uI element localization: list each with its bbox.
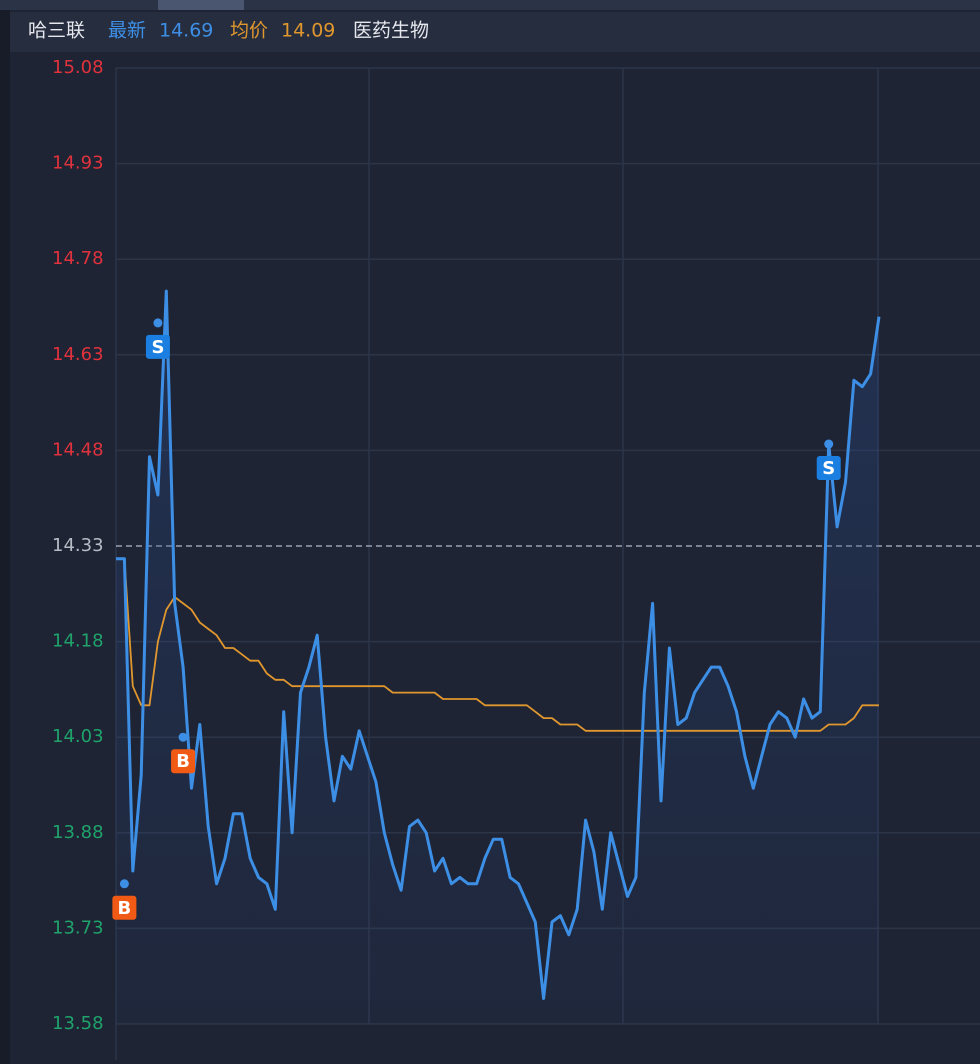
y-tick-label: 13.73 <box>52 917 104 938</box>
trade-dot <box>824 439 834 449</box>
trade-badge <box>816 456 841 481</box>
trade-dot <box>153 318 163 328</box>
trade-badge <box>171 749 196 774</box>
avg-price: 14.09 <box>281 20 335 42</box>
trade-label: B <box>176 751 190 772</box>
y-tick-label: 13.88 <box>52 822 104 843</box>
avg-label: 均价 <box>230 20 268 42</box>
trade-dot <box>119 879 129 889</box>
trade-label: S <box>151 337 164 358</box>
active-tab[interactable] <box>158 0 244 10</box>
y-tick-label: 14.78 <box>52 248 104 269</box>
y-tick-label: 14.93 <box>52 153 104 174</box>
trade-label: S <box>822 458 835 479</box>
y-tick-label: 14.03 <box>52 726 104 747</box>
trade-badge <box>112 895 137 920</box>
latest-price: 14.69 <box>159 20 213 42</box>
y-tick-label: 14.33 <box>52 535 104 556</box>
y-tick-label: 14.18 <box>52 631 104 652</box>
y-tick-label: 15.08 <box>52 57 104 78</box>
price-line <box>116 289 881 1000</box>
y-tick-label: 13.58 <box>52 1013 104 1034</box>
trade-badge <box>145 334 170 359</box>
tab-strip <box>0 0 980 10</box>
stock-name: 哈三联 <box>28 20 85 42</box>
avg-line <box>116 557 879 732</box>
trade-dot <box>178 732 188 742</box>
sector: 医药生物 <box>353 20 429 42</box>
latest-label: 最新 <box>108 20 146 42</box>
left-edge <box>0 10 10 1064</box>
y-tick-label: 14.63 <box>52 344 104 365</box>
price-area <box>116 291 880 1025</box>
header-bar <box>10 12 980 52</box>
y-tick-label: 14.48 <box>52 439 104 460</box>
trade-label: B <box>118 898 132 919</box>
